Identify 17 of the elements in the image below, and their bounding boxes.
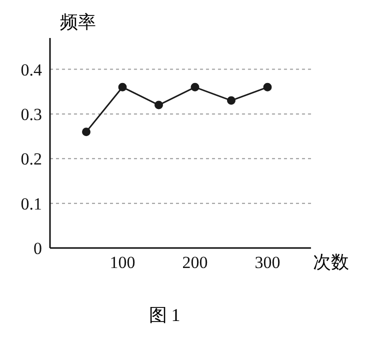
x-tick-label: 300 (254, 253, 280, 272)
y-tick-label: 0.2 (20, 150, 42, 169)
caption: 图 1 (148, 304, 182, 327)
y-tick-label: 0 (34, 239, 42, 258)
y-tick-label: 0.1 (20, 194, 42, 214)
x-tick-label: 200 (182, 253, 208, 272)
point (154, 100, 163, 110)
point (82, 128, 90, 136)
y-tick-label: 0.4 (20, 60, 42, 80)
point (190, 82, 200, 92)
y-tick-label: 0.3 (20, 104, 42, 124)
x-axis-title: 次数 (313, 251, 349, 274)
point (263, 82, 272, 92)
point (227, 96, 236, 105)
y-axis-title: 频率 (60, 11, 96, 34)
point (118, 82, 127, 92)
x-tick-label: 100 (110, 253, 136, 272)
